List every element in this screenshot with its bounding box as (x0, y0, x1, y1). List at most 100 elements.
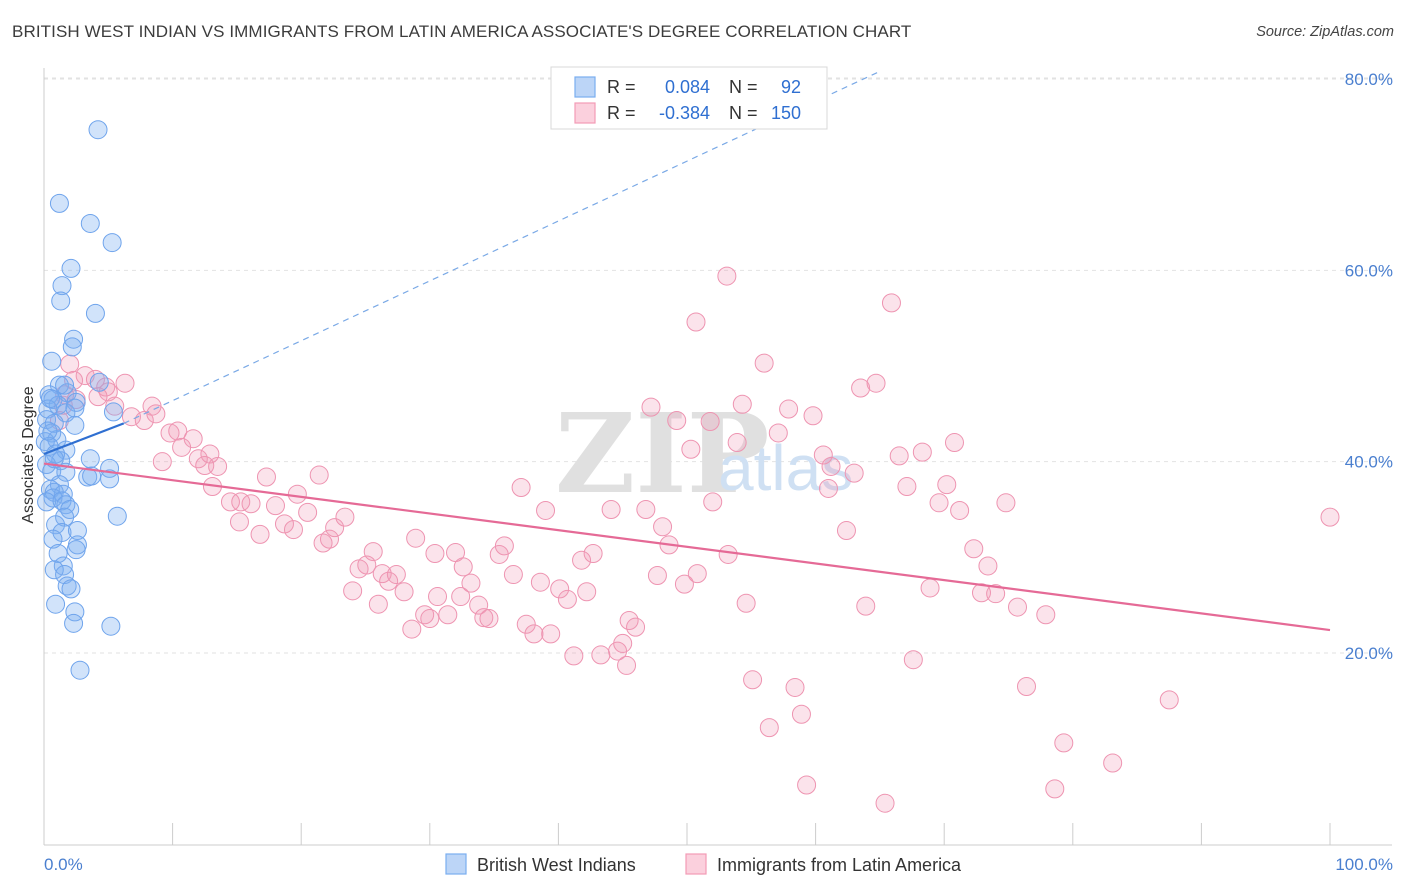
point-british-west-indians (48, 395, 68, 415)
point-latin-america (64, 370, 84, 390)
point-british-west-indians (100, 469, 120, 489)
point-latin-america (717, 266, 737, 286)
point-latin-america (1159, 690, 1179, 710)
point-british-west-indians (52, 276, 72, 296)
legend-n-value-1: 92 (781, 77, 801, 97)
point-latin-america (601, 500, 621, 519)
point-latin-america (479, 609, 499, 629)
trend-line-blue (43, 422, 125, 456)
point-british-west-indians (107, 506, 127, 526)
point-latin-america (768, 423, 788, 443)
point-latin-america (229, 512, 249, 532)
point-latin-america (964, 539, 984, 559)
watermark-zip: ZIP (555, 389, 769, 518)
point-british-west-indians (103, 402, 123, 422)
point-latin-america (415, 605, 435, 625)
legend-swatch-blue (574, 76, 596, 98)
point-latin-america (172, 437, 192, 457)
point-latin-america (785, 677, 805, 697)
point-latin-america (912, 442, 932, 462)
point-latin-america (335, 507, 355, 527)
point-latin-america (929, 493, 949, 513)
point-latin-america (797, 775, 817, 795)
point-latin-america (105, 396, 125, 416)
point-latin-america (687, 564, 707, 584)
point-british-west-indians (80, 213, 100, 233)
tick-labels: 20.0% 40.0% 60.0% 80.0% 0.0% 100.0% (44, 70, 1393, 874)
point-latin-america (978, 556, 998, 576)
trend-line-blue-dashed (123, 70, 881, 424)
point-latin-america (1045, 779, 1065, 799)
watermark: ZIP atlas (555, 389, 853, 518)
point-latin-america (298, 502, 318, 522)
point-latin-america (591, 645, 611, 665)
point-latin-america (897, 477, 917, 497)
point-latin-america (727, 433, 747, 453)
point-latin-america (256, 467, 276, 487)
y-axis-label: Associate's Degree (20, 386, 37, 523)
point-latin-america (386, 565, 406, 585)
point-latin-america (283, 520, 303, 540)
chart-title: BRITISH WEST INDIAN VS IMMIGRANTS FROM L… (12, 22, 912, 41)
point-british-west-indians (80, 449, 100, 469)
point-british-west-indians (102, 233, 122, 253)
point-latin-america (875, 793, 895, 813)
point-british-west-indians (38, 421, 58, 441)
point-british-west-indians (61, 258, 81, 278)
x-tick-label: 100.0% (1335, 855, 1393, 874)
point-latin-america (700, 411, 720, 431)
point-latin-america (1008, 597, 1028, 617)
point-latin-america (1320, 507, 1340, 527)
point-latin-america (754, 353, 774, 373)
point-latin-america (451, 587, 471, 607)
point-latin-america (325, 518, 345, 538)
point-latin-america (220, 492, 240, 512)
point-british-west-indians (66, 540, 86, 560)
legend-r-label-2: R = (607, 103, 636, 123)
series-legend: British West Indians Immigrants from Lat… (445, 853, 962, 875)
point-latin-america (759, 718, 779, 738)
point-latin-america (420, 609, 440, 629)
point-latin-america (265, 496, 285, 516)
legend-r-value-2: -0.384 (659, 103, 710, 123)
point-latin-america (903, 650, 923, 670)
watermark-atlas: atlas (718, 432, 853, 504)
trend-line-pink (43, 462, 1331, 632)
point-british-west-indians (61, 579, 81, 599)
point-latin-america (856, 596, 876, 616)
point-latin-america (718, 544, 738, 564)
point-latin-america (461, 573, 481, 593)
points-layer (35, 120, 1340, 813)
point-british-west-indians (49, 193, 69, 213)
point-latin-america (732, 394, 752, 414)
point-british-west-indians (43, 529, 63, 549)
x-tick-label: 0.0% (44, 855, 83, 874)
point-latin-america (474, 608, 494, 628)
point-latin-america (617, 655, 637, 675)
point-latin-america (379, 571, 399, 591)
point-latin-america (813, 445, 833, 465)
bottom-legend-swatch-blue (445, 853, 467, 875)
axes (43, 68, 1392, 846)
point-british-west-indians (65, 398, 85, 418)
legend-n-label-2: N = (729, 103, 758, 123)
chart-source: Source: ZipAtlas.com (1256, 24, 1394, 40)
point-latin-america (736, 593, 756, 613)
point-latin-america (577, 582, 597, 602)
point-latin-america (541, 624, 561, 644)
point-british-west-indians (70, 660, 90, 680)
point-british-west-indians (55, 565, 75, 585)
point-latin-america (115, 373, 135, 393)
point-latin-america (287, 484, 307, 504)
point-latin-america (428, 587, 448, 607)
point-latin-america (641, 397, 661, 417)
point-british-west-indians (64, 613, 84, 633)
point-british-west-indians (42, 351, 62, 371)
point-latin-america (536, 500, 556, 520)
point-latin-america (516, 614, 536, 634)
point-latin-america (469, 595, 489, 615)
point-latin-america (394, 582, 414, 602)
point-latin-america (453, 557, 473, 577)
point-british-west-indians (37, 492, 57, 512)
point-latin-america (503, 565, 523, 585)
